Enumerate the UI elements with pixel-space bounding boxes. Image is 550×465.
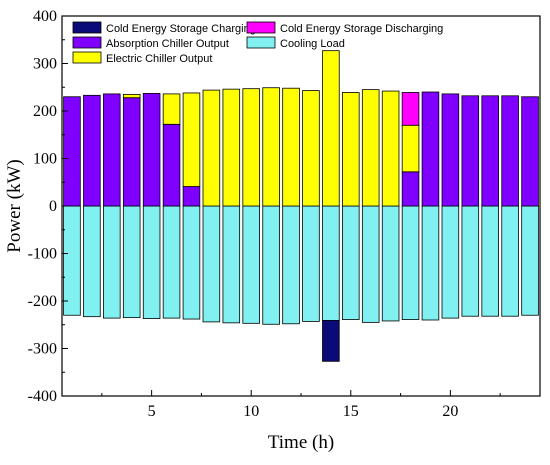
bar-absorption-chiller-output-6 xyxy=(162,123,181,207)
bar-electric-chiller-output-7 xyxy=(182,92,201,187)
bars-layer xyxy=(63,50,539,362)
bar-cooling-load-16 xyxy=(361,205,380,323)
bar-electric-chiller-output-10 xyxy=(242,88,260,207)
bar-cooling-load-11 xyxy=(262,205,280,325)
bar-cooling-load-1 xyxy=(63,205,81,316)
legend-label-storage-charging: Cold Energy Storage Charging xyxy=(106,23,256,35)
x-axis-title: Time (h) xyxy=(268,432,334,453)
bar-cooling-load-2 xyxy=(83,205,101,318)
bar-absorption-chiller-output-20 xyxy=(441,93,460,207)
bar-cooling-load-8 xyxy=(202,205,221,323)
x-tick-label: 15 xyxy=(343,403,359,420)
bar-cooling-load-18 xyxy=(401,205,420,320)
bar-electric-chiller-output-8 xyxy=(202,89,221,207)
bar-electric-chiller-output-15 xyxy=(342,92,360,207)
legend-swatch-absorption-chiller xyxy=(72,36,102,49)
bar-absorption-chiller-output-3 xyxy=(103,93,121,207)
y-tick-label: 400 xyxy=(33,8,57,25)
bar-electric-chiller-output-13 xyxy=(302,90,320,207)
y-tick-label: 300 xyxy=(33,56,57,73)
bar-absorption-chiller-output-18 xyxy=(401,171,420,207)
x-tick-label: 10 xyxy=(243,403,259,420)
y-tick-label: 200 xyxy=(33,103,57,120)
x-tick-label: 20 xyxy=(442,403,458,420)
legend-swatch-cooling-load xyxy=(246,36,276,49)
bar-electric-chiller-output-17 xyxy=(381,90,400,207)
bar-cooling-load-6 xyxy=(162,205,181,319)
y-tick-label: 100 xyxy=(33,151,57,168)
bar-absorption-chiller-output-7 xyxy=(182,186,201,207)
bar-absorption-chiller-output-24 xyxy=(521,96,539,207)
x-tick-label: 5 xyxy=(148,403,156,420)
y-axis-title: Power (kW) xyxy=(4,159,25,252)
legend-label-cooling-load: Cooling Load xyxy=(280,38,345,50)
bar-absorption-chiller-output-2 xyxy=(83,94,101,207)
bar-absorption-chiller-output-5 xyxy=(142,93,161,207)
bar-cooling-load-5 xyxy=(142,205,161,319)
legend-label-storage-discharging: Cold Energy Storage Discharging xyxy=(280,23,443,35)
legend-swatch-storage-discharging xyxy=(246,21,276,34)
bar-cooling-load-3 xyxy=(103,205,121,319)
bar-absorption-chiller-output-21 xyxy=(461,95,480,207)
bar-cooling-load-13 xyxy=(302,205,320,322)
bar-absorption-chiller-output-4 xyxy=(122,97,141,207)
bar-absorption-chiller-output-23 xyxy=(501,95,519,207)
bar-cooling-load-22 xyxy=(481,205,499,317)
bar-electric-chiller-output-6 xyxy=(162,93,181,125)
bar-electric-chiller-output-18 xyxy=(401,124,420,173)
bar-cooling-load-23 xyxy=(501,205,519,317)
bar-absorption-chiller-output-22 xyxy=(481,95,499,207)
bar-cooling-load-21 xyxy=(461,205,480,317)
bar-electric-chiller-output-12 xyxy=(282,87,300,207)
bar-cooling-load-9 xyxy=(222,205,241,324)
bar-cold-energy-storage-discharging-18 xyxy=(401,92,420,126)
bar-cooling-load-4 xyxy=(122,205,141,319)
legend-label-absorption-chiller: Absorption Chiller Output xyxy=(106,38,229,50)
legend: Cold Energy Storage Charging Cold Energy… xyxy=(72,21,443,65)
y-tick-label: -300 xyxy=(28,341,57,358)
y-tick-label: -200 xyxy=(28,293,57,310)
bar-absorption-chiller-output-19 xyxy=(421,91,440,207)
plot-frame xyxy=(61,15,541,397)
legend-swatch-electric-chiller xyxy=(72,51,102,64)
bar-electric-chiller-output-16 xyxy=(361,89,380,207)
y-tick-label: -100 xyxy=(28,246,57,263)
bar-electric-chiller-output-11 xyxy=(262,87,280,207)
bar-electric-chiller-output-4 xyxy=(122,93,141,99)
legend-swatch-storage-charging xyxy=(72,21,102,34)
bar-electric-chiller-output-9 xyxy=(222,88,241,207)
legend-label-electric-chiller: Electric Chiller Output xyxy=(106,53,212,65)
bar-cooling-load-17 xyxy=(381,205,400,322)
bar-cooling-load-7 xyxy=(182,205,201,320)
bar-cooling-load-10 xyxy=(242,205,260,324)
bar-cold-energy-storage-charging-14 xyxy=(322,320,340,362)
bar-cooling-load-15 xyxy=(342,205,360,320)
bar-cooling-load-12 xyxy=(282,205,300,325)
bar-electric-chiller-output-14 xyxy=(322,50,340,207)
bar-cooling-load-19 xyxy=(421,205,440,321)
bar-cooling-load-14 xyxy=(322,205,340,321)
bar-cooling-load-20 xyxy=(441,205,460,319)
y-tick-label: -400 xyxy=(28,388,57,405)
y-tick-label: 0 xyxy=(49,198,57,215)
bar-cooling-load-24 xyxy=(521,205,539,316)
bar-absorption-chiller-output-1 xyxy=(63,96,81,207)
